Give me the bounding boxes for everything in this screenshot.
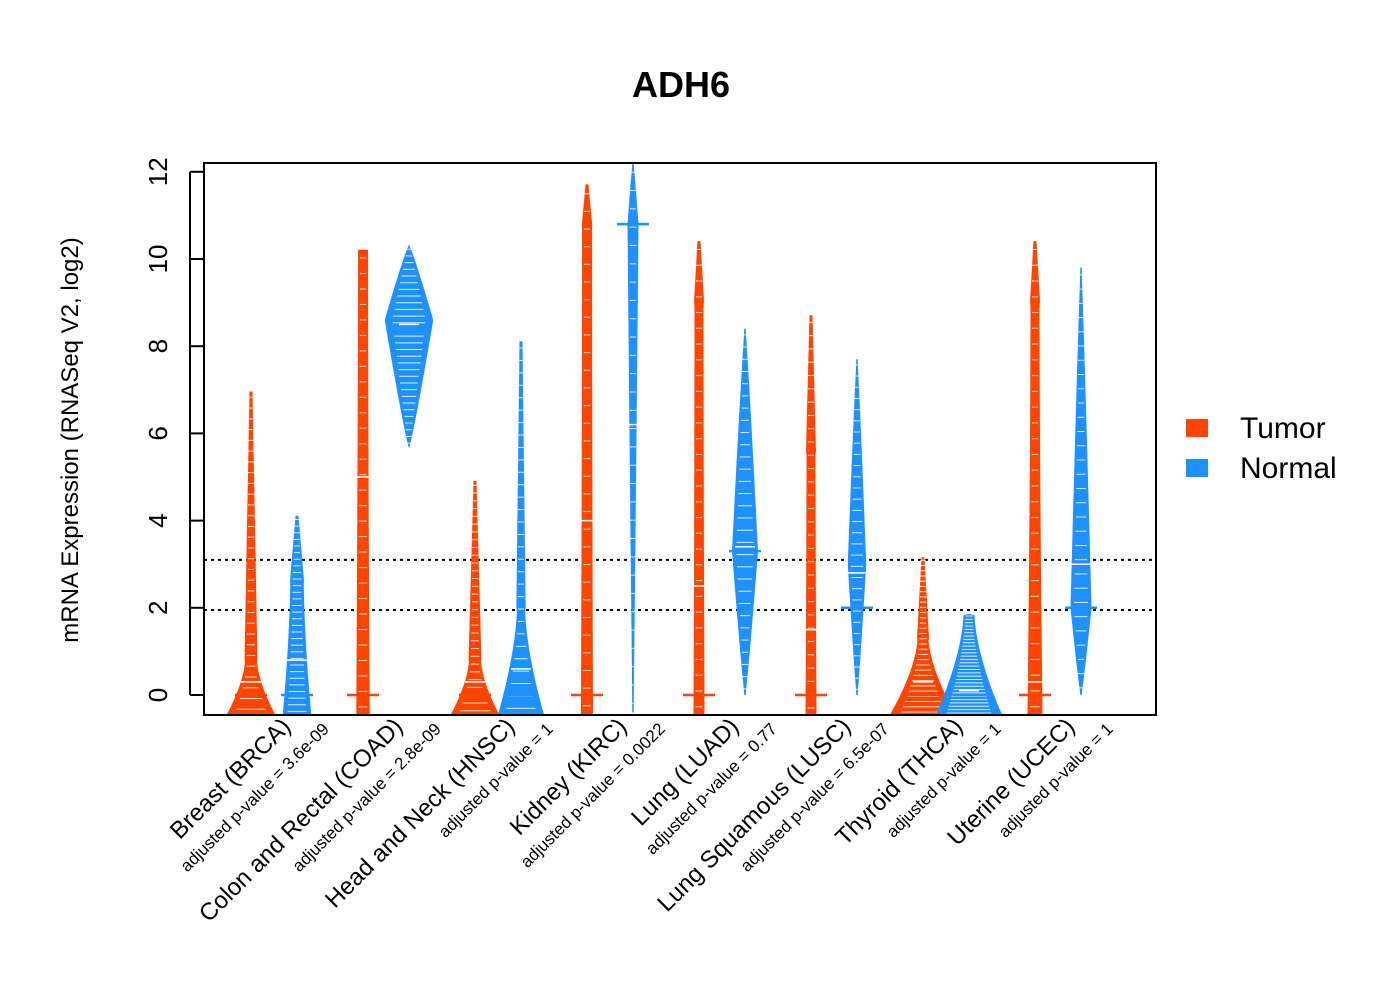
y-tick-label: 12: [143, 157, 173, 186]
plot-area: [204, 163, 1156, 715]
legend-swatch-tumor: [1186, 419, 1208, 437]
bean-normal-2: [384, 244, 434, 449]
bean-normal-1: [281, 515, 313, 715]
y-tick-label: 0: [143, 688, 173, 702]
bean-normal-7: [935, 613, 1003, 715]
bean-tumor-1: [226, 391, 276, 715]
x-axis: Breast (BRCA)adjusted p-value = 3.6e-09C…: [165, 713, 1117, 927]
bean-tumor-4: [571, 184, 603, 715]
bean-normal-6: [841, 359, 873, 696]
y-tick-label: 6: [143, 426, 173, 440]
bean-tumor-2: [347, 249, 379, 715]
bean-tumor-6: [795, 315, 827, 715]
bean-normal-8: [1065, 267, 1097, 696]
legend: Tumor Normal: [1186, 412, 1337, 485]
bean-tumor-5: [683, 241, 715, 715]
bean-tumor-8: [1019, 241, 1051, 715]
chart-title: ADH6: [632, 64, 730, 105]
y-axis-label: mRNA Expression (RNASeq V2, log2): [57, 237, 84, 643]
y-tick-label: 8: [143, 339, 173, 353]
legend-label-tumor: Tumor: [1240, 412, 1326, 445]
plot-frame: [203, 162, 1157, 716]
legend-swatch-normal: [1186, 459, 1208, 477]
legend-label-normal: Normal: [1240, 452, 1337, 485]
y-axis: 0 2 4 6 8 10 12: [143, 157, 204, 702]
bean-normal-5: [729, 328, 761, 696]
bean-normal-3: [497, 341, 545, 715]
y-tick-label: 2: [143, 601, 173, 615]
y-tick-label: 4: [143, 513, 173, 527]
y-tick-label: 10: [143, 245, 173, 274]
bean-tumor-3: [450, 480, 500, 715]
bean-normal-4: [617, 163, 649, 713]
